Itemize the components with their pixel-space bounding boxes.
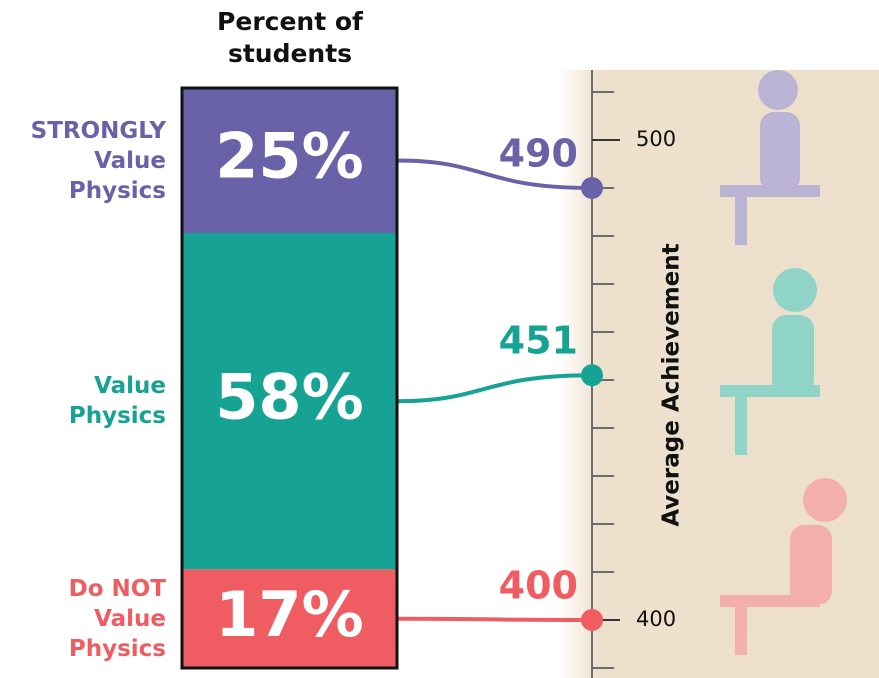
chart-title: Percent of students bbox=[190, 6, 390, 70]
page: Average Achievement 400 500 25% 490 58% 451 17… bbox=[0, 0, 879, 678]
connector bbox=[397, 619, 592, 620]
achievement-label: 490 bbox=[499, 132, 578, 176]
value-label: 58% bbox=[215, 360, 363, 433]
category-label: Value Physics bbox=[6, 371, 166, 431]
value-label: 17% bbox=[215, 578, 363, 651]
achievement-label: 400 bbox=[499, 564, 578, 608]
category-label: STRONGLY Value Physics bbox=[6, 116, 166, 206]
achievement-dot bbox=[581, 609, 603, 631]
category-label: Do NOT Value Physics bbox=[6, 574, 166, 664]
y-tick-label: 400 bbox=[636, 607, 676, 631]
achievement-dot bbox=[581, 177, 603, 199]
value-label: 25% bbox=[215, 120, 363, 193]
achievement-dot bbox=[581, 364, 603, 386]
y-tick-label: 500 bbox=[636, 127, 676, 151]
axis-label: Average Achievement bbox=[659, 243, 685, 526]
achievement-label: 451 bbox=[499, 319, 578, 363]
